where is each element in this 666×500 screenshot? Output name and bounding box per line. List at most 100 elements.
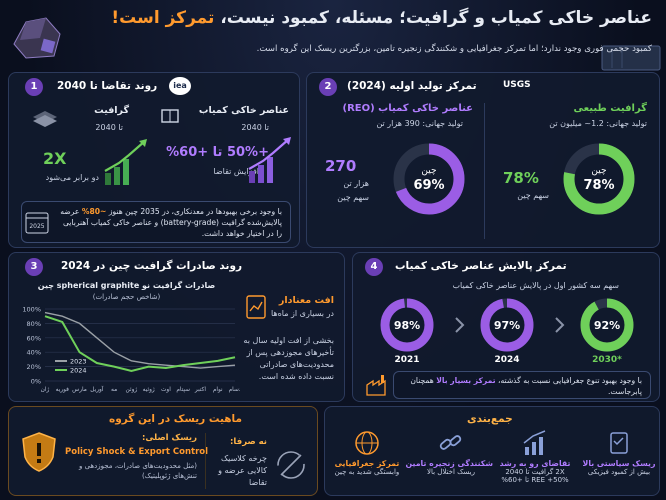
badge: 3	[25, 258, 43, 276]
main-value: Policy Shock & Export Control	[65, 447, 209, 457]
note-text: با وجود برخی بهبودها در معدنکاری، در 203…	[108, 207, 282, 216]
side-subheading: در بسیاری از ماه‌ها	[270, 309, 334, 318]
ree-donut: چین 69%	[393, 143, 465, 215]
production-panel: 2 تمرکز تولید اولیه (2024) USGS گرافیت ط…	[306, 72, 660, 248]
x-tick-label: مارس	[72, 387, 87, 393]
line-chart: 0% 20% 40% 60% 80% 100% ژان فوریه مارس آوریل مه ژوئ…	[22, 306, 240, 394]
graphite-icon	[33, 111, 57, 127]
chart-subtitle: (شاخص حجم صادرات)	[92, 293, 161, 301]
title-accent: تمرکز است!	[111, 8, 215, 28]
refining-panel: 4 تمرکز پالایش عناصر خاکی کمیاب سهم سه ک…	[352, 252, 660, 402]
divider	[205, 433, 206, 489]
panel-title: جمع‌بندی	[467, 413, 513, 425]
not-label: نه صرفا:	[230, 437, 267, 447]
panel-title: ماهیت ریسک در این گروه	[109, 413, 242, 425]
panel-title: تمرکز پالایش عناصر خاکی کمیاب	[395, 260, 567, 272]
legend-label: 2024	[70, 367, 87, 375]
x-tick-label: ژوئن	[126, 387, 138, 393]
note-text: با وجود بهبود تنوع جغرافیایی نسبت به گذش…	[498, 376, 642, 385]
icon-shape	[532, 442, 536, 455]
refining-donuts: 98% 2021 97% 2024 92% 2030*	[353, 295, 661, 367]
summary-item: شکنندگی زنجیره تامین ریسک اختلال بالا	[406, 429, 493, 495]
badge: 1	[25, 78, 43, 96]
summary-icon	[610, 432, 628, 454]
side-text: بخشی از افت اولیه سال به تأخیرهای مجوزده…	[243, 336, 334, 381]
book-icon	[161, 109, 179, 123]
ree-horizon: تا 2040	[241, 123, 269, 132]
refining-donut: 92% 2030*	[580, 298, 634, 365]
x-tick-label: فوریه	[56, 387, 70, 393]
x-tick-label: ژان	[41, 387, 50, 393]
not-value: چرخه کلاسیک کالایی عرضه و تقاضا	[218, 454, 267, 487]
graphite-share: 78%	[503, 169, 539, 187]
donut-label: 78%	[583, 178, 614, 193]
series-line	[44, 315, 236, 372]
summary-item: تمرکز جغرافیایی وابستگی شدید به چین	[325, 429, 409, 495]
graphite-caption: دو برابر می‌شود	[45, 173, 99, 182]
graphite-title: گرافیت	[94, 105, 129, 116]
ree-production: تولید جهانی: 390 هزار تن	[376, 119, 463, 128]
donut-label: 92%	[594, 319, 620, 332]
y-tick-label: 100%	[22, 306, 41, 314]
y-tick-label: 40%	[27, 349, 41, 357]
rock-icon	[13, 17, 61, 59]
donut-label: 97%	[494, 319, 520, 332]
demand-panel: 1 روند تقاضا تا 2040 iea عناصر خاکی کمیا…	[8, 72, 300, 248]
y-tick-label: 60%	[27, 334, 41, 342]
ree-caption: افزایش تقاضا	[213, 167, 259, 176]
summary-title: تقاضای رو به رشد	[499, 459, 571, 468]
badge: 4	[365, 258, 383, 276]
summary-panel: جمع‌بندی ریسک سیاستی بالا بیش از کمبود فی…	[324, 406, 660, 496]
chevron	[455, 317, 465, 333]
ree-title: عناصر خاکی کمیاب (REO)	[342, 103, 474, 114]
note-text: همچنان پابرجاست.	[410, 376, 642, 396]
donut-arc	[580, 298, 634, 352]
icon-shape	[439, 438, 452, 450]
icon-shape	[449, 435, 462, 447]
refining-donut: 98% 2021	[380, 298, 434, 365]
note-highlight: تمرکز بسیار بالا	[436, 376, 496, 385]
note-highlight: ~80%	[81, 207, 107, 216]
ree-amount: 270	[325, 157, 357, 175]
x-tick-label: مه	[111, 387, 117, 393]
x-tick-label: اکتبر	[194, 386, 206, 393]
main-detail: (مثل محدودیت‌های صادرات، مجوزدهی و تنش‌ه…	[78, 462, 197, 481]
summary-title: ریسک سیاستی بالا	[582, 459, 656, 468]
chevron	[555, 317, 565, 333]
title: عناصر خاکی کمیاب و گرافیت؛ مسئله، کمبود …	[72, 8, 652, 28]
x-tick-label: نوام	[213, 387, 223, 393]
donut-year: 2030*	[592, 355, 622, 365]
summary-item: تقاضای رو به رشد 2X گرافیت تا 2040 REE +50…	[493, 429, 577, 495]
factory-icon	[366, 375, 386, 396]
refining-note: با وجود بهبود تنوع جغرافیایی نسبت به گذش…	[393, 371, 651, 399]
cycle-icon	[277, 451, 305, 479]
ree-share-label: سهم چین	[337, 193, 369, 202]
panel-title: روند صادرات گرافیت چین در 2024	[61, 260, 243, 272]
ree-unit: هزار تن	[343, 179, 369, 188]
summary-line: 2X گرافیت تا 2040	[505, 468, 565, 476]
summary-icon	[439, 435, 462, 450]
legend-label: 2023	[70, 358, 87, 366]
side-heading: افت معنادار	[278, 295, 334, 306]
refining-donut: 97% 2024	[480, 298, 534, 365]
graphite-donut: چین 78%	[563, 143, 635, 215]
refining-subtitle: سهم سه کشور اول در پالایش عناصر خاکی کمی…	[452, 281, 619, 290]
main-label: ریسک اصلی:	[142, 433, 197, 443]
graphite-horizon: تا 2040	[95, 123, 123, 132]
donut-year: 2021	[394, 355, 419, 365]
x-tick-label: دسام	[229, 387, 240, 393]
calendar-year: 2025	[29, 223, 44, 230]
x-tick-label: اوت	[161, 387, 171, 393]
donut-arc	[563, 143, 635, 215]
y-tick-label: 80%	[27, 320, 41, 328]
shield-icon	[22, 432, 56, 472]
chevron-line	[555, 317, 565, 333]
summary-item: ریسک سیاستی بالا بیش از کمبود فیزیکی	[577, 429, 661, 495]
summary-items: ریسک سیاستی بالا بیش از کمبود فیزیکی تقاضا…	[325, 429, 661, 495]
y-tick-label: 20%	[27, 363, 41, 371]
ree-growth-icon	[248, 137, 291, 183]
summary-icon	[355, 431, 379, 455]
icon-shape	[613, 437, 624, 446]
summary-line: ریسک اختلال بالا	[426, 468, 475, 476]
